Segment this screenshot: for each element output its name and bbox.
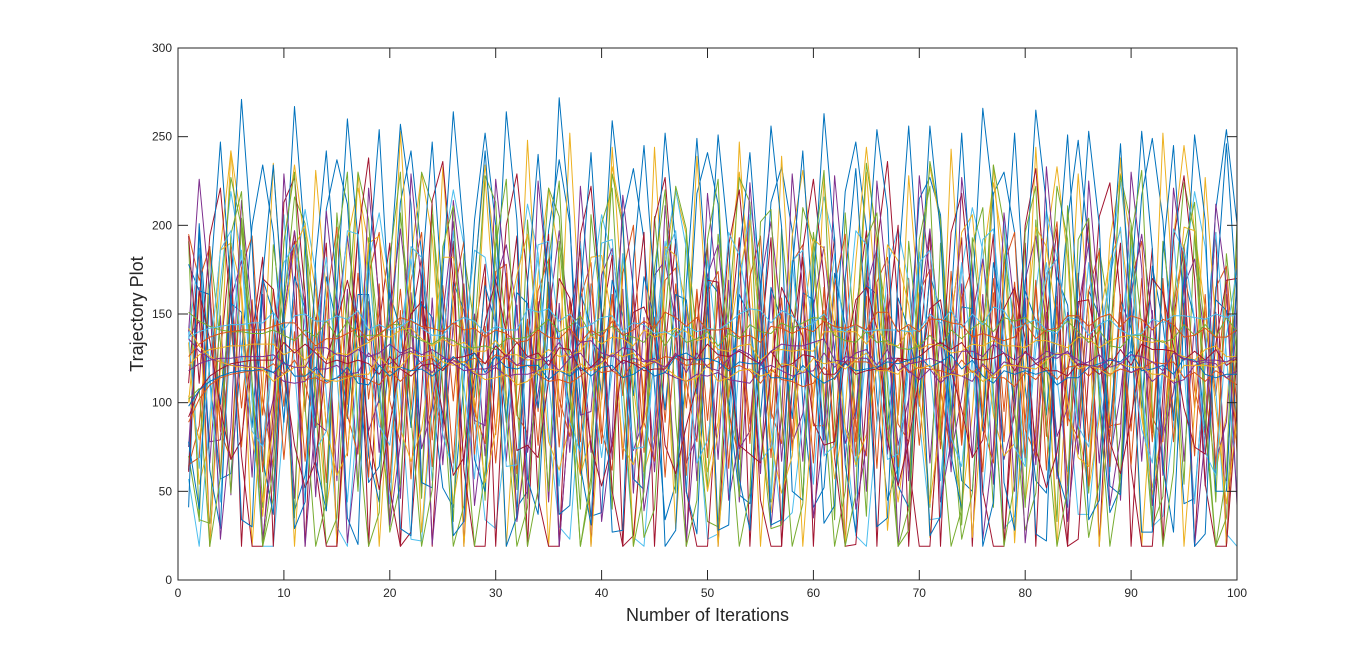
series-line-29	[188, 350, 1237, 407]
y-tick-label: 100	[152, 396, 172, 410]
series-line-22	[188, 125, 1238, 547]
series-line-15	[188, 97, 1238, 535]
x-tick-label: 70	[913, 586, 927, 600]
series-line-9	[188, 221, 1238, 471]
y-axis-label: Trajectory Plot	[127, 256, 147, 371]
y-tick-label: 0	[165, 573, 172, 587]
series-line-19	[188, 169, 1238, 547]
series-line-21	[188, 278, 1238, 491]
y-tick-label: 300	[152, 41, 172, 55]
x-tick-label: 60	[807, 586, 821, 600]
series-line-30	[188, 311, 1238, 357]
x-tick-label: 50	[701, 586, 715, 600]
x-tick-label: 80	[1019, 586, 1033, 600]
series-line-18	[188, 166, 1238, 547]
x-axis-ticks: 0 10 20 30 40 50 60 70 80 90 100	[175, 48, 1247, 600]
y-tick-label: 250	[152, 130, 172, 144]
x-tick-label: 0	[175, 586, 182, 600]
x-tick-label: 30	[489, 586, 503, 600]
series-line-24	[188, 327, 1237, 366]
series-line-28	[188, 341, 1238, 418]
y-tick-label: 200	[152, 218, 172, 232]
x-tick-label: 20	[383, 586, 397, 600]
x-tick-label: 40	[595, 586, 609, 600]
y-tick-label: 50	[159, 484, 173, 498]
x-tick-label: 10	[277, 586, 291, 600]
y-tick-label: 150	[152, 307, 172, 321]
x-tick-label: 100	[1227, 586, 1247, 600]
x-axis-label: Number of Iterations	[626, 605, 789, 625]
x-tick-label: 90	[1124, 586, 1138, 600]
series-layer	[188, 97, 1238, 547]
series-line-32	[188, 338, 1238, 373]
series-line-17	[188, 214, 1238, 505]
series-line-10	[188, 130, 1238, 547]
series-line-27	[188, 306, 1238, 338]
series-line-1	[188, 129, 1238, 521]
y-axis-ticks: 0 50 100 150 200 250 300	[152, 41, 1237, 587]
